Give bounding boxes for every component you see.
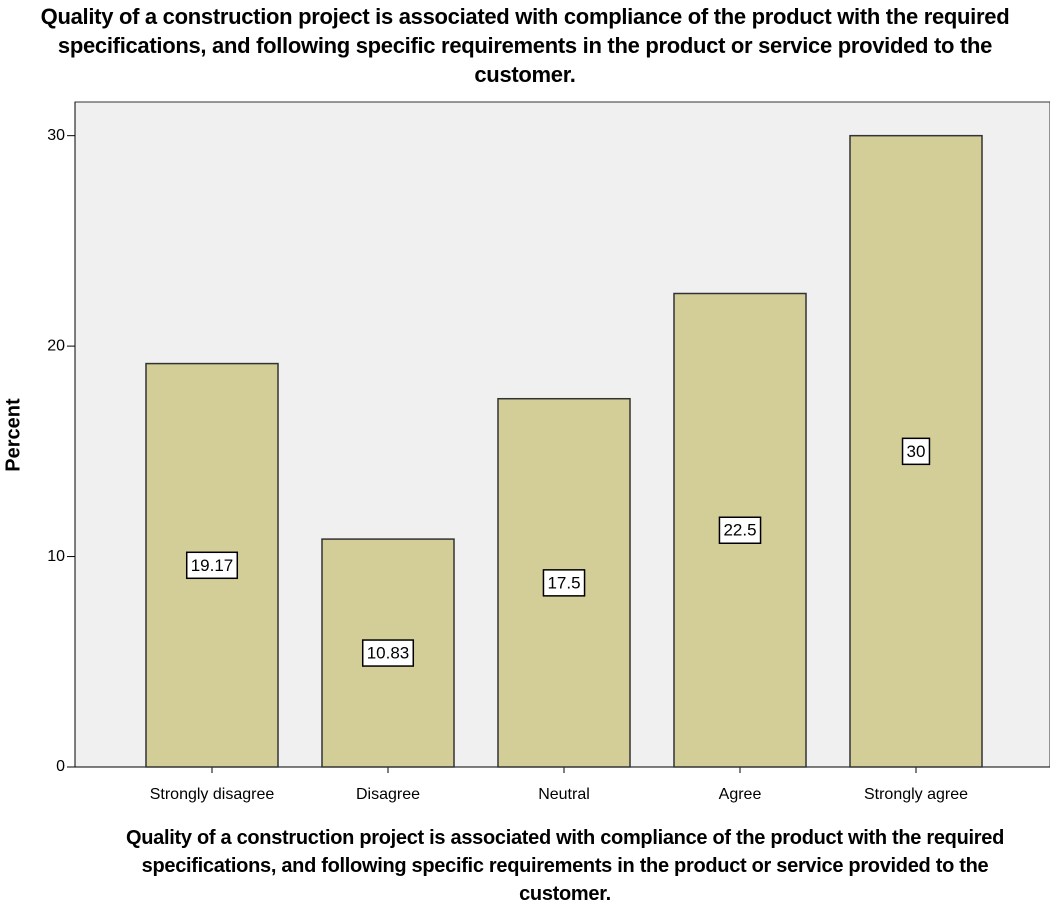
x-tick-label: Agree <box>719 786 762 803</box>
value-label: 17.5 <box>547 573 580 592</box>
y-tick-label: 0 <box>56 758 65 775</box>
x-tick-label: Neutral <box>538 786 590 803</box>
value-label-box <box>542 569 586 597</box>
value-label-box <box>901 437 931 466</box>
y-axis-label: Percent <box>2 398 24 472</box>
x-tick-label: Disagree <box>356 786 420 803</box>
y-tick-label: 20 <box>47 337 65 354</box>
value-label: 30 <box>907 442 926 461</box>
x-tick-label: Strongly agree <box>864 786 968 803</box>
chart-title: Quality of a construction project is ass… <box>40 4 1010 87</box>
value-label: 19.17 <box>191 556 234 575</box>
value-label-box <box>185 551 239 580</box>
value-label-box <box>718 516 762 545</box>
bar <box>321 538 455 768</box>
y-tick-label: 10 <box>47 548 65 565</box>
x-tick-label: Strongly disagree <box>150 786 275 803</box>
value-label: 10.83 <box>367 644 410 663</box>
y-tick-label: 30 <box>47 127 65 144</box>
value-label: 22.5 <box>723 521 756 540</box>
x-axis-label: Quality of a construction project is ass… <box>126 827 1004 905</box>
value-label-box <box>361 639 415 667</box>
